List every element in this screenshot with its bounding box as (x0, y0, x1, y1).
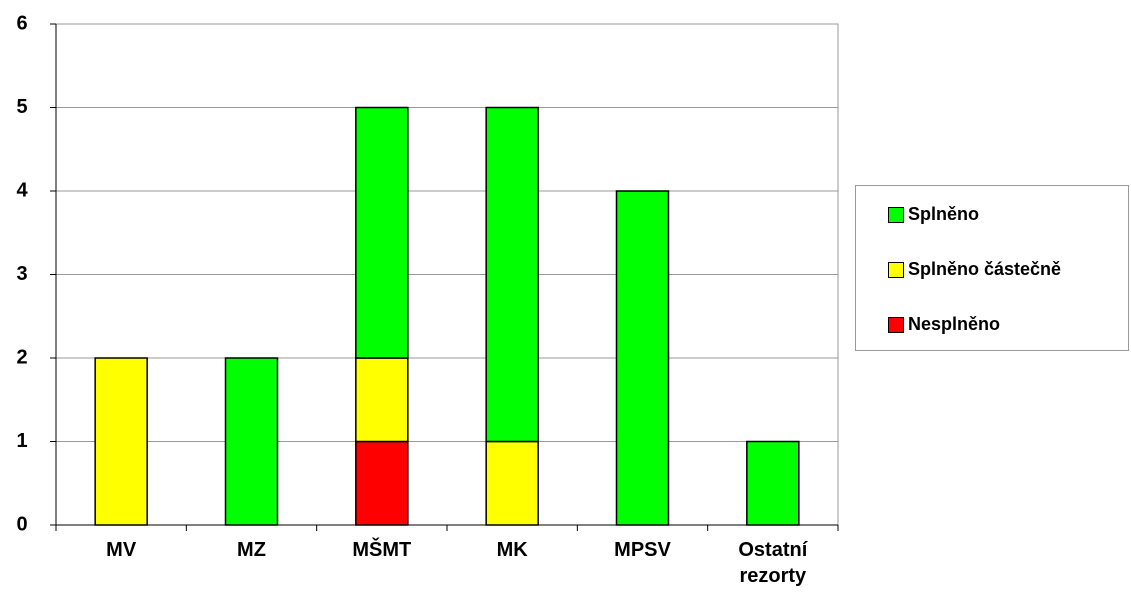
legend-item: Splněno částečně (888, 259, 1061, 280)
legend-swatch (888, 206, 904, 223)
bar-segment (355, 357, 409, 443)
legend-item: Splněno (888, 204, 979, 225)
y-tick-label: 2 (16, 346, 27, 368)
legend-item: Nesplněno (888, 314, 1000, 335)
legend-swatch (888, 261, 904, 278)
x-tick-label: MV (106, 539, 137, 561)
legend: Splněno Splněno částečně Nesplněno (855, 185, 1129, 351)
legend-label: Nesplněno (908, 314, 1001, 334)
y-tick-label: 0 (16, 513, 27, 535)
y-tick-label: 5 (16, 96, 27, 118)
bar-segment (615, 190, 670, 526)
legend-label: Splněno (908, 204, 979, 224)
bar-segment (485, 440, 539, 526)
bar-segment (355, 440, 409, 526)
y-tick-label: 4 (16, 179, 28, 201)
bar-segment (94, 357, 148, 526)
legend-label: Splněno částečně (908, 259, 1062, 279)
y-tick-label: 6 (16, 12, 27, 34)
x-tick-label: MK (496, 539, 528, 561)
x-tick-label: MŠMT (352, 539, 412, 561)
legend-swatch (888, 316, 904, 333)
x-tick-label: Ostatní rezorty (738, 539, 808, 587)
bar-segment (224, 357, 279, 526)
x-tick-label: MPSV (614, 539, 671, 561)
bar-segment (746, 440, 800, 526)
bar-segment (485, 106, 539, 443)
y-tick-label: 1 (16, 430, 27, 452)
bar-segment (355, 106, 409, 359)
x-tick-label: MZ (237, 539, 266, 561)
y-tick-label: 3 (16, 263, 27, 285)
